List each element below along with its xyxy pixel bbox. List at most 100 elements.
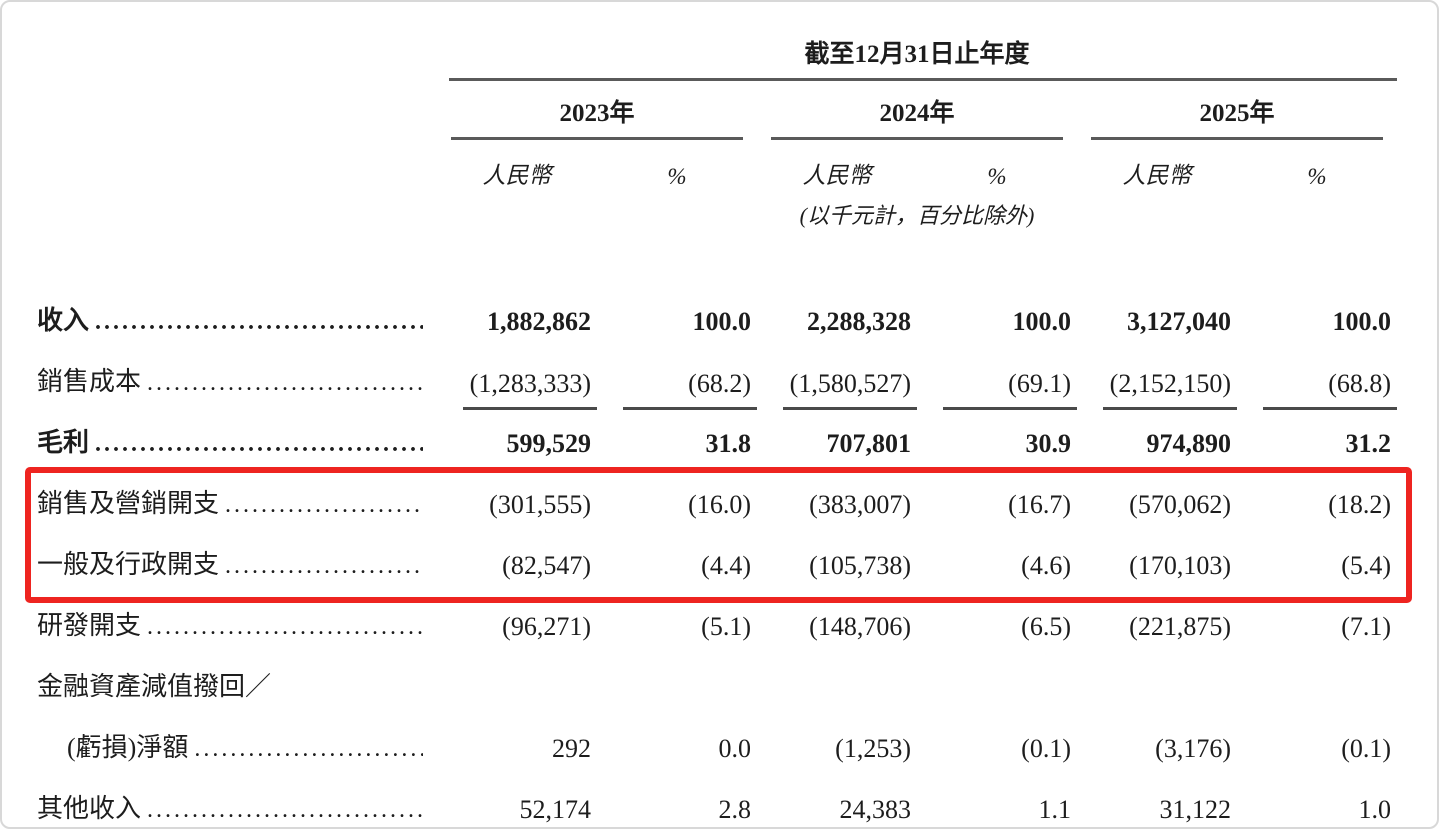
value-cell: (1,253) [835, 734, 911, 763]
unit-note: (以千元計，百分比除外) [799, 203, 1035, 228]
row-label: 其他收入 [37, 794, 142, 823]
value-cell: 1.1 [1038, 795, 1072, 824]
value-cell: (96,271) [502, 612, 591, 641]
value-cell [437, 654, 597, 715]
leader-dots [95, 428, 423, 458]
value-cell: (16.7) [1008, 490, 1071, 519]
row-label-cell: 收入 [37, 288, 437, 349]
table-row: 毛利 599,529 31.8 707,801 30.9 974,890 31.… [37, 410, 1397, 471]
leader-dots [225, 489, 423, 519]
value-cell: (18.2) [1328, 490, 1392, 519]
value-cell: (6.5) [1021, 612, 1071, 641]
row-label-cell: 銷售成本 [37, 349, 437, 410]
value-cell: (221,875) [1129, 612, 1231, 641]
table-row: 銷售成本 (1,283,333) (68.2) (1,580,527) (69.… [37, 349, 1398, 410]
table-body: 收入 1,882,862 100.0 2,288,328 100.0 3,127… [37, 288, 1398, 827]
percent-header-2023: % [667, 164, 687, 189]
subheader-row: 人民幣 % 人民幣 % 人民幣 % [37, 140, 1397, 190]
leader-dots [194, 733, 423, 763]
table-row: 銷售及營銷開支 (301,555) (16.0) (383,007) (16.7… [37, 471, 1397, 532]
table-row: 金融資產減值撥回／ [37, 654, 1397, 715]
value-cell: 1,882,862 [487, 307, 591, 336]
value-cell [917, 654, 1077, 715]
value-cell: 100.0 [1332, 307, 1392, 336]
year-header-row: 2023年 2024年 2025年 [37, 81, 1397, 140]
value-cell: (3,176) [1155, 734, 1231, 763]
value-cell: 974,890 [1146, 429, 1232, 458]
leader-dots [147, 794, 423, 824]
value-cell: (105,738) [809, 551, 911, 580]
row-label: (虧損)淨額 [67, 733, 189, 762]
leader-dots [225, 550, 423, 580]
row-label-cell: 其他收入 [37, 776, 437, 827]
row-label-cell: 一般及行政開支 [37, 532, 437, 593]
period-header-cell: 截至12月31日止年度 [437, 26, 1398, 81]
value-cell: (301,555) [489, 490, 591, 519]
year-2024-cell: 2024年 [757, 81, 1077, 140]
table-row: 其他收入 52,174 2.8 24,383 1.1 31,122 1.0 [37, 776, 1397, 827]
year-2025-label: 2025年 [1199, 100, 1275, 127]
value-cell: 31.8 [705, 429, 752, 458]
value-cell: (16.0) [688, 490, 751, 519]
value-cell: 707,801 [826, 429, 912, 458]
value-cell: (148,706) [809, 612, 911, 641]
header-rule [449, 78, 1398, 81]
row-label-cell: 毛利 [37, 410, 437, 471]
row-label-cell: 銷售及營銷開支 [37, 471, 437, 532]
value-cell: (2,152,150) [1077, 349, 1237, 410]
currency-header-2024: 人民幣 [802, 163, 872, 188]
value-cell: (4.6) [1021, 551, 1071, 580]
row-label-cell: (虧損)淨額 [37, 715, 437, 776]
value-cell: (68.8) [1237, 349, 1398, 410]
row-label: 毛利 [37, 428, 90, 457]
row-label: 銷售及營銷開支 [37, 489, 220, 518]
row-label: 金融資產減值撥回／ [37, 672, 272, 701]
period-header-row: 截至12月31日止年度 [37, 26, 1398, 81]
value-cell: (5.1) [701, 612, 751, 641]
value-cell: 100.0 [1012, 307, 1072, 336]
currency-header-2023: 人民幣 [482, 163, 552, 188]
value-cell [757, 654, 917, 715]
value-cell: (383,007) [809, 490, 911, 519]
value-cell: (1,283,333) [437, 349, 597, 410]
value-cell: (570,062) [1129, 490, 1231, 519]
leader-dots [147, 367, 423, 397]
value-cell: 2.8 [718, 795, 752, 824]
value-cell: (68.2) [597, 349, 757, 410]
row-label-cell: 金融資產減值撥回／ [37, 654, 437, 715]
year-2025-cell: 2025年 [1077, 81, 1397, 140]
row-label: 研發開支 [37, 611, 142, 640]
value-cell: 52,174 [519, 795, 592, 824]
table-row: (虧損)淨額 292 0.0 (1,253) (0.1) (3,176) (0.… [37, 715, 1397, 776]
value-cell: (82,547) [502, 551, 591, 580]
value-cell: (5.4) [1341, 551, 1392, 580]
row-label: 一般及行政開支 [37, 550, 220, 579]
year-2023-cell: 2023年 [437, 81, 757, 140]
leader-dots [95, 306, 423, 336]
value-cell: 2,288,328 [807, 307, 911, 336]
leader-dots [147, 611, 423, 641]
table-row: 收入 1,882,862 100.0 2,288,328 100.0 3,127… [37, 288, 1397, 349]
value-cell [597, 654, 757, 715]
value-cell: (4.4) [701, 551, 751, 580]
value-cell [1077, 654, 1237, 715]
value-cell: 292 [552, 734, 591, 763]
value-cell: 1.0 [1358, 795, 1392, 824]
table-row: 一般及行政開支 (82,547) (4.4) (105,738) (4.6) (… [37, 532, 1397, 593]
year-2024-label: 2024年 [879, 100, 955, 127]
unit-note-row: (以千元計，百分比除外) [37, 190, 1397, 230]
value-cell: 31.2 [1345, 429, 1392, 458]
period-header: 截至12月31日止年度 [804, 41, 1030, 68]
year-2023-label: 2023年 [559, 100, 635, 127]
table-row: 研發開支 (96,271) (5.1) (148,706) (6.5) (221… [37, 593, 1397, 654]
value-cell: (170,103) [1129, 551, 1231, 580]
value-cell: 100.0 [692, 307, 752, 336]
value-cell: (69.1) [917, 349, 1077, 410]
value-cell: 24,383 [839, 795, 912, 824]
value-cell: 31,122 [1159, 795, 1232, 824]
row-label-cell: 研發開支 [37, 593, 437, 654]
value-cell: 3,127,040 [1127, 307, 1231, 336]
percent-header-2024: % [987, 164, 1007, 189]
value-cell: (0.1) [1021, 734, 1071, 763]
year-rule [771, 137, 1063, 140]
